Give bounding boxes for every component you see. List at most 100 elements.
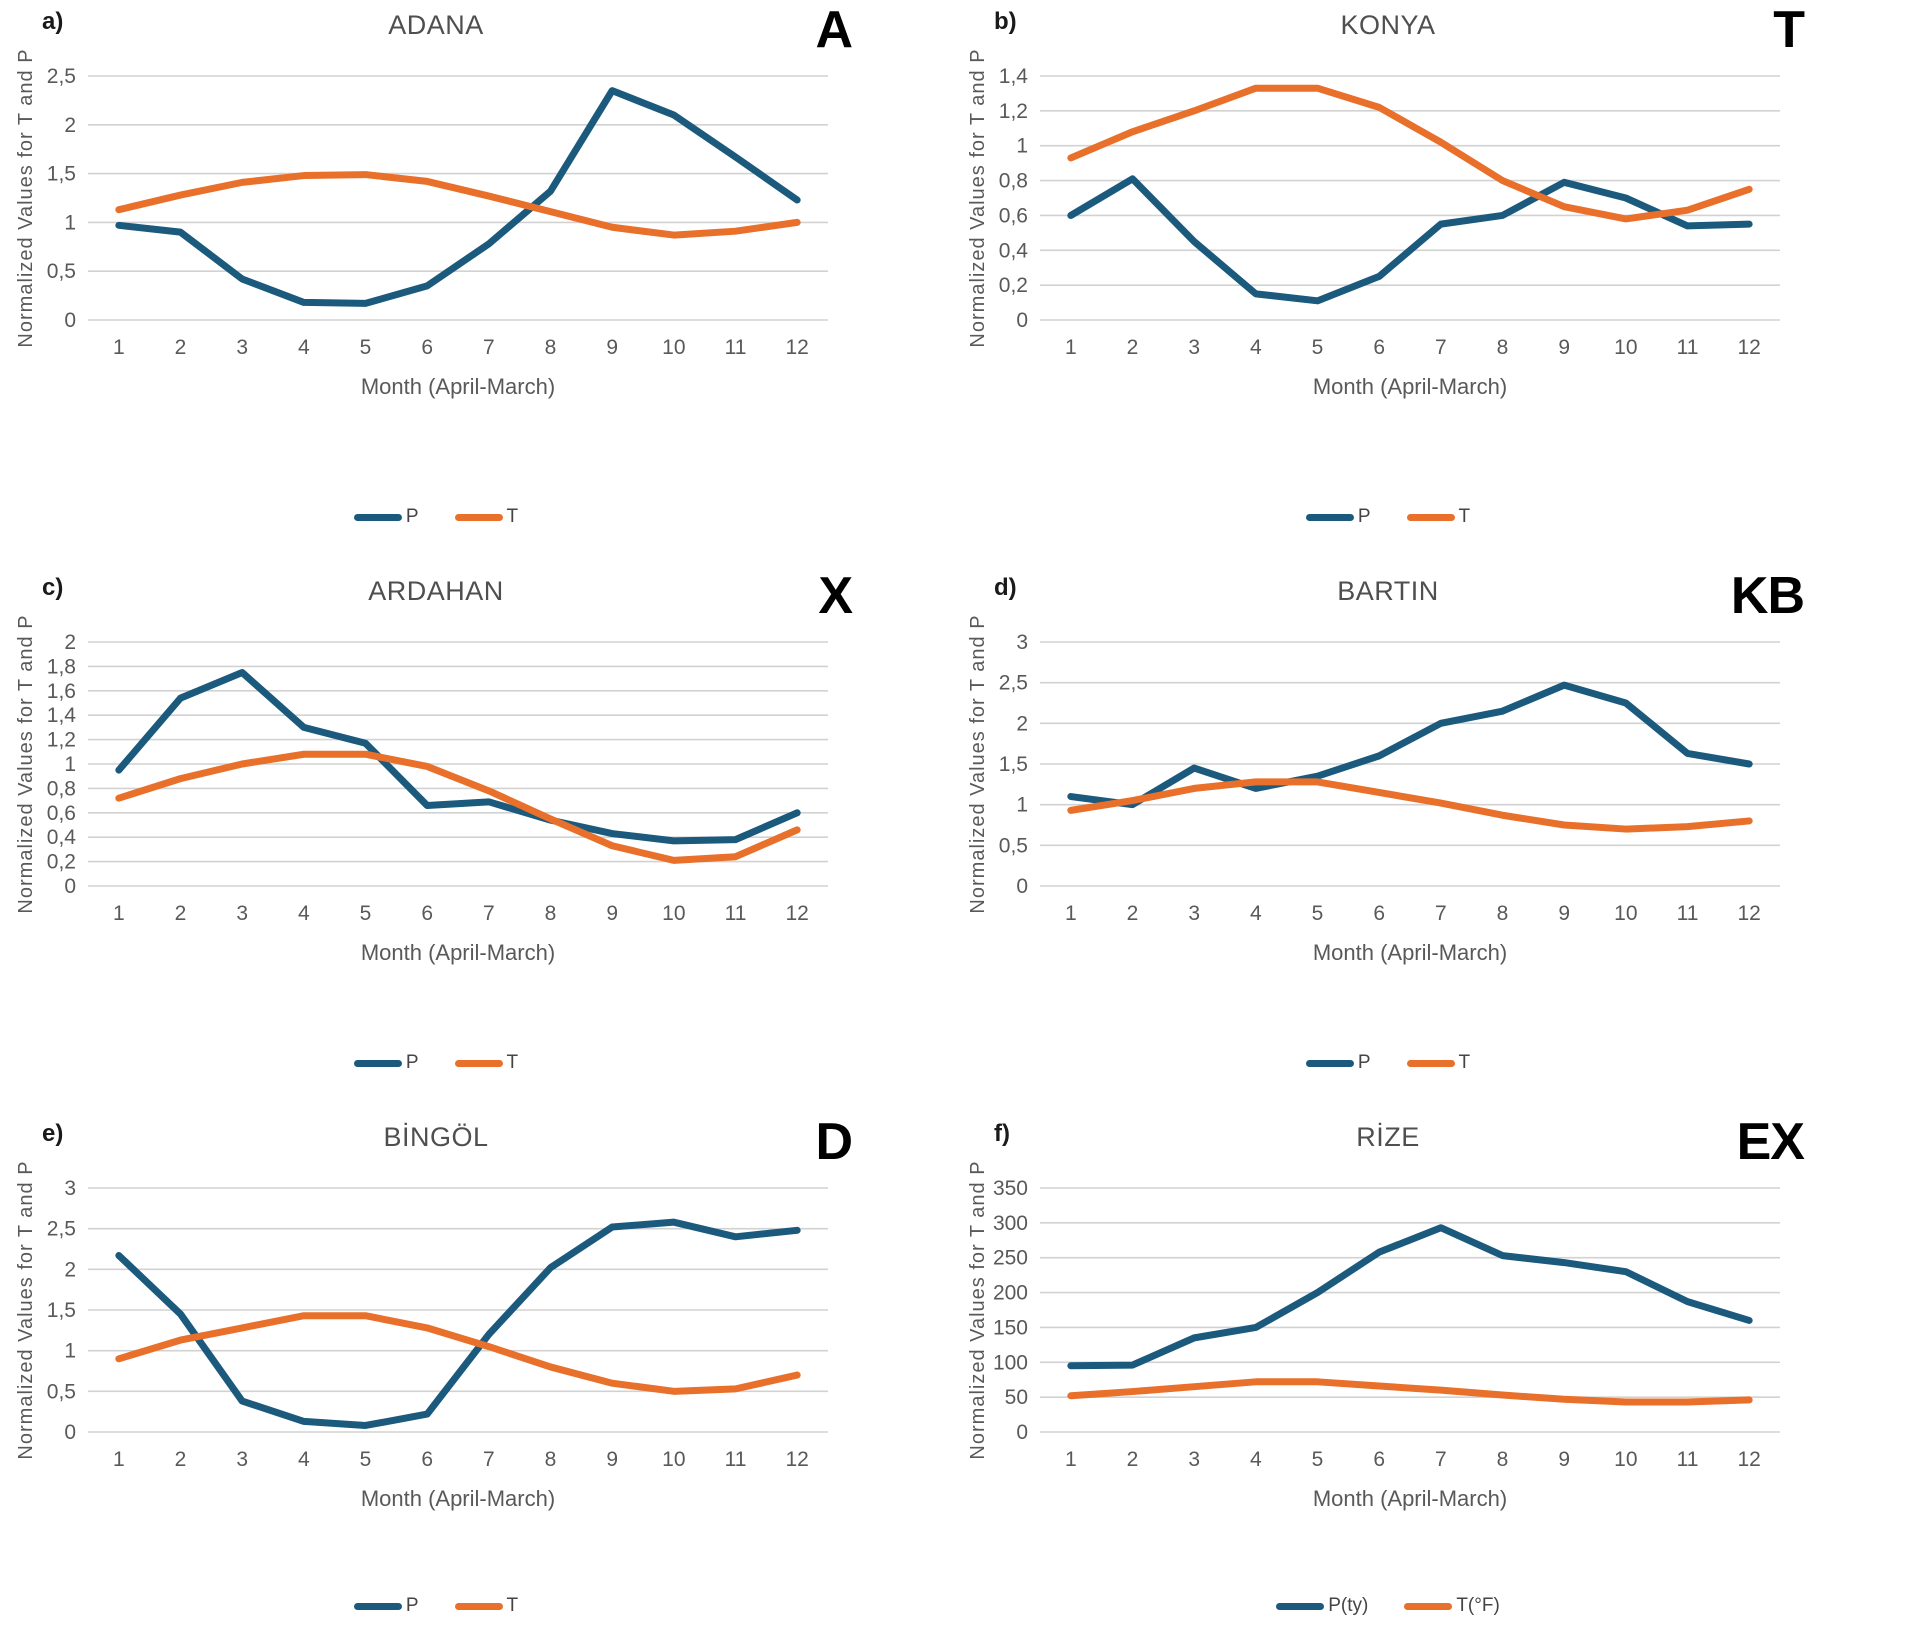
x-tick-label: 2 (1127, 1448, 1139, 1471)
y-tick-label: 2 (64, 631, 76, 654)
panel-title: ARDAHAN (368, 576, 504, 606)
x-tick-label: 4 (298, 1448, 310, 1471)
x-tick-label: 5 (360, 1448, 372, 1471)
panel-letter: c) (42, 574, 64, 601)
y-tick-label: 1,2 (47, 729, 76, 752)
y-tick-label: 0 (1016, 309, 1028, 332)
x-tick-label: 1 (1065, 1448, 1077, 1471)
x-axis-label: Month (April-March) (361, 374, 555, 399)
series-line-P (115, 87, 801, 307)
x-tick-label: 11 (725, 902, 747, 925)
legend: P T (1305, 506, 1471, 528)
x-tick-label: 9 (606, 902, 618, 925)
panel-bartin-inner: d) BARTIN KB 0 0,5 1 1,5 2 2,5 3 1 2 3 4 5 6 7 8 9 10 11 1… (967, 544, 1808, 1090)
panel-header: a) ADANA A (16, 1, 856, 62)
x-axis-label: Month (April-March) (1313, 1486, 1507, 1511)
panel-title: KONYA (1340, 10, 1436, 40)
x-tick-label: 8 (545, 902, 557, 925)
panel-bingol: e) BİNGÖL D 0 0,5 1 1,5 2 2,5 3 1 2 3 4 5 6 7 8 9 10 11 12… (0, 1090, 952, 1633)
x-tick-label: 8 (1497, 902, 1509, 925)
x-tick-label: 9 (1558, 336, 1570, 359)
panel-header: c) ARDAHAN X (16, 570, 856, 628)
x-tick-label: 4 (1250, 902, 1262, 925)
panel-title: ADANA (388, 10, 484, 40)
x-tick-label: 10 (662, 1448, 685, 1471)
x-tick-label: 5 (360, 336, 372, 359)
panel-code: EX (1736, 1113, 1805, 1171)
x-tick-label: 3 (1188, 336, 1200, 359)
x-tick-label: 1 (113, 336, 125, 359)
y-tick-label: 1,4 (47, 704, 77, 727)
legend-item-t: T (1406, 506, 1471, 528)
x-tick-label: 7 (1435, 1448, 1447, 1471)
legend-label: T(°F) (1456, 1595, 1500, 1616)
x-tick-label: 7 (483, 902, 495, 925)
y-tick-label: 1 (64, 753, 76, 776)
y-axis-label: Normalized Values for T and P (15, 1160, 37, 1459)
x-tick-label: 7 (483, 1448, 495, 1471)
x-tick-label: 2 (1127, 336, 1139, 359)
y-tick-label: 0,2 (47, 851, 76, 874)
t-line-swatch (454, 1059, 503, 1067)
panel-letter: b) (994, 8, 1017, 35)
x-tick-label: 3 (1188, 1448, 1200, 1471)
x-tick-label: 8 (545, 336, 557, 359)
x-tick-label: 12 (785, 902, 808, 925)
x-tick-label: 5 (360, 902, 372, 925)
x-tick-label: 12 (785, 1448, 808, 1471)
panel-title: RİZE (1356, 1122, 1420, 1152)
y-tick-label: 0,4 (47, 826, 77, 849)
y-tick-label: 2,5 (47, 1218, 76, 1241)
series-line-T (115, 750, 801, 864)
y-tick-label: 200 (993, 1282, 1028, 1305)
y-axis-label: Normalized Values for T and P (15, 614, 37, 913)
panel-konya-inner: b) KONYA T 0 0,2 0,4 0,6 0,8 1 1,2 1,4 1 2 3 4 5 6 7 8 9… (967, 0, 1808, 544)
panel-code: A (815, 1, 853, 59)
series-line-P (1067, 681, 1753, 809)
x-tick-label: 11 (1677, 902, 1699, 925)
x-tick-label: 1 (113, 902, 125, 925)
x-tick-label: 10 (1614, 336, 1637, 359)
x-tick-label: 11 (725, 336, 747, 359)
y-axis-label: Normalized Values for T and P (15, 48, 37, 347)
y-tick-label: 0 (1016, 875, 1028, 898)
legend: P(ty) T(°F) (1276, 1595, 1500, 1617)
x-tick-label: 1 (1065, 336, 1077, 359)
legend-label: P (405, 506, 419, 527)
legend-label: P (405, 1595, 419, 1616)
panel-header: d) BARTIN KB (968, 570, 1808, 628)
panel-title: BİNGÖL (383, 1122, 489, 1152)
legend-label: P (405, 1052, 419, 1073)
legend-label: T (1458, 1052, 1471, 1073)
x-tick-label: 10 (1614, 902, 1637, 925)
x-tick-label: 7 (1435, 336, 1447, 359)
x-tick-label: 6 (1373, 902, 1385, 925)
panel-letter: a) (42, 8, 64, 35)
panel-bingol-inner: e) BİNGÖL D 0 0,5 1 1,5 2 2,5 3 1 2 3 4 5 6 7 8 9 10 11 12… (15, 1090, 856, 1633)
legend-item-t: T (454, 506, 518, 528)
y-tick-label: 1,2 (999, 100, 1028, 123)
y-tick-label: 0,6 (999, 204, 1028, 227)
legend-label: P(ty) (1328, 1595, 1369, 1616)
legend: P T (353, 1052, 518, 1074)
x-tick-label: 9 (1558, 1448, 1570, 1471)
y-tick-label: 1 (64, 211, 76, 234)
legend-item-t: T (454, 1595, 518, 1617)
p-line-swatch (353, 1059, 402, 1067)
legend-label: T (1458, 506, 1471, 527)
series-line-T (1067, 84, 1753, 223)
y-tick-label: 0,6 (47, 802, 76, 825)
x-tick-label: 4 (1250, 1448, 1262, 1471)
p-line-swatch (353, 513, 402, 521)
y-tick-label: 1,4 (999, 65, 1029, 88)
y-tick-label: 0,5 (47, 260, 76, 283)
x-tick-label: 7 (1435, 902, 1447, 925)
panel-letter: e) (42, 1120, 64, 1147)
x-tick-label: 8 (545, 1448, 557, 1471)
y-tick-label: 0,5 (47, 1380, 76, 1403)
panel-code: D (815, 1113, 853, 1171)
x-tick-label: 6 (1373, 1448, 1385, 1471)
